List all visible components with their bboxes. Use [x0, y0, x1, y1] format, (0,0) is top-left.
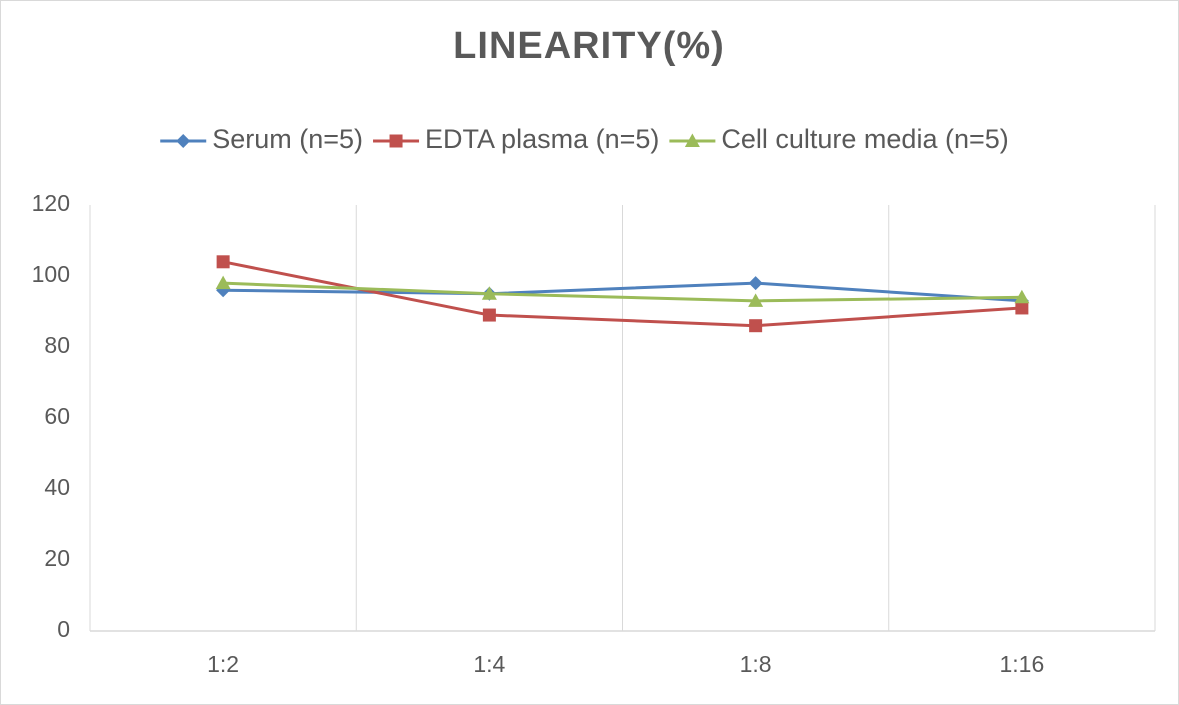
- point: [481, 286, 497, 300]
- series-line: [223, 281, 1022, 303]
- legend-label: EDTA plasma (n=5): [425, 124, 659, 154]
- y-tick-label: 60: [44, 403, 70, 429]
- point: [176, 134, 191, 148]
- point: [482, 308, 496, 322]
- point: [389, 134, 403, 148]
- point: [1015, 301, 1029, 315]
- point: [748, 276, 763, 291]
- point: [215, 275, 231, 290]
- chart-title: LINEARITY(%): [453, 25, 725, 67]
- legend-label: Cell culture media (n=5): [721, 124, 1008, 154]
- x-tick-label: 1:2: [207, 651, 239, 677]
- y-tick-label: 100: [32, 261, 70, 287]
- y-tick-label: 20: [44, 545, 70, 571]
- y-tick-label: 80: [44, 332, 70, 358]
- x-tick-label: 1:4: [473, 651, 505, 677]
- series-line: [223, 281, 1022, 303]
- point: [748, 293, 764, 307]
- x-tick-label: 1:16: [999, 651, 1044, 677]
- point: [216, 255, 230, 269]
- legend-label: Serum (n=5): [212, 124, 363, 154]
- x-tick-label: 1:8: [740, 651, 772, 677]
- point: [684, 133, 700, 147]
- y-tick-label: 0: [57, 616, 70, 642]
- point: [749, 319, 763, 333]
- y-tick-label: 40: [44, 474, 70, 500]
- point: [1014, 289, 1030, 304]
- y-tick-label: 120: [32, 190, 70, 216]
